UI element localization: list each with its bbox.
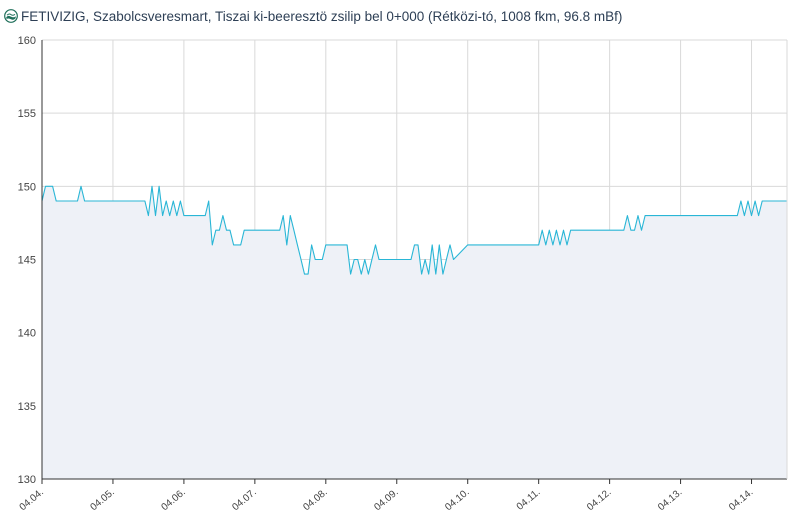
x-tick-label: 04.09. [372,487,400,513]
y-tick-label: 140 [18,328,36,340]
x-tick-label: 04.13. [656,487,684,513]
y-tick-label: 145 [18,255,36,267]
y-tick-label: 135 [18,401,36,413]
x-tick-label: 04.10. [443,487,471,513]
series-line [41,185,787,275]
x-tick-label: 04.07. [230,487,258,513]
y-axis-ticks: 130 135 140 145 150 155 160 [18,35,36,486]
chart-header: FETIVIZIG, Szabolcsveresmart, Tiszai ki-… [0,0,800,32]
x-tick-label: 04.06. [159,487,187,513]
series-area [42,186,787,480]
y-tick-label: 150 [18,181,36,193]
x-tick-label: 04.11. [515,487,543,513]
x-tick-label: 04.04. [18,487,46,513]
x-tick-label: 04.12. [585,487,613,513]
water-drop-logo-icon [4,9,18,23]
x-tick-label: 04.05. [89,487,117,513]
plot-area [41,185,787,480]
y-tick-label: 155 [18,108,36,120]
x-tick-label: 04.14. [727,487,755,513]
y-tick-label: 130 [18,474,36,486]
y-tick-label: 160 [18,35,36,47]
chart-title: FETIVIZIG, Szabolcsveresmart, Tiszai ki-… [21,9,623,24]
axes [41,40,788,484]
x-tick-label: 04.08. [301,487,329,513]
x-axis-ticks: 04.04. 04.05. 04.06. 04.07. 04.08. 04.09. 04.1… [18,487,756,513]
